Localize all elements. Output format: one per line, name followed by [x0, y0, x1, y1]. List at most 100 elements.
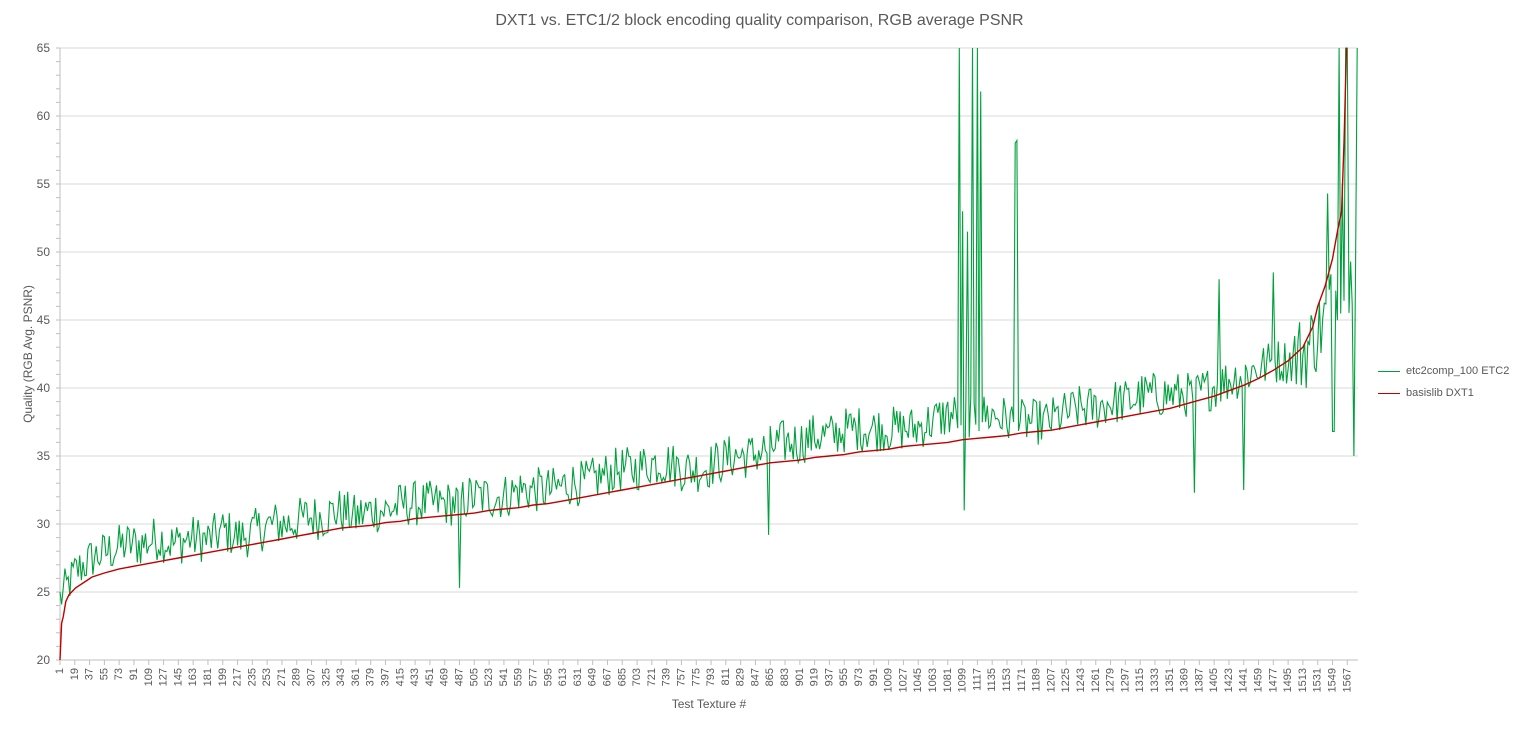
x-tick-label: 1117: [971, 668, 983, 691]
x-tick-label: 523: [483, 668, 495, 686]
series-layer: [59, 47, 1358, 661]
x-tick-label: 577: [527, 668, 539, 686]
x-tick-label: 865: [764, 668, 776, 686]
x-tick-label: 1027: [897, 668, 909, 692]
x-tick-label: 685: [616, 668, 628, 686]
x-tick-label: 1333: [1149, 668, 1161, 692]
x-tick-label: 1261: [1090, 668, 1102, 692]
x-tick-label: 1567: [1341, 668, 1353, 692]
legend-item-basislib: basislib DXT1: [1378, 382, 1509, 404]
y-tick-label: 20: [37, 653, 51, 667]
x-tick-label: 415: [394, 668, 406, 686]
x-tick-label: 1531: [1312, 668, 1324, 692]
x-tick-label: 1171: [1016, 668, 1028, 692]
x-tick-label: 937: [823, 668, 835, 686]
x-tick-label: 73: [113, 668, 125, 680]
legend-swatch-etc2comp: [1378, 370, 1400, 372]
x-tick-label: 1405: [1208, 668, 1220, 692]
x-tick-label: 847: [749, 668, 761, 686]
x-tick-label: 1513: [1297, 668, 1309, 692]
x-tick-label: 1243: [1075, 668, 1087, 692]
x-tick-label: 1009: [883, 668, 895, 692]
gridlines: [60, 47, 1358, 661]
x-axis-ticks: 1 19 37 55 73 91 109 127 145 163 181 199 217 235 253 27…: [54, 659, 1358, 692]
x-tick-label: 127: [158, 668, 170, 686]
x-tick-label: 829: [735, 668, 747, 686]
x-tick-label: 1351: [1164, 668, 1176, 692]
x-tick-label: 667: [601, 668, 613, 686]
x-tick-label: 397: [380, 668, 392, 686]
series-line-basislib: [59, 47, 1348, 661]
x-tick-label: 1045: [912, 668, 924, 692]
x-tick-label: 1081: [942, 668, 954, 692]
x-tick-label: 919: [809, 668, 821, 686]
x-tick-label: 973: [853, 668, 865, 686]
x-tick-label: 235: [246, 668, 258, 686]
x-tick-label: 1207: [1045, 668, 1057, 692]
x-tick-label: 1279: [1105, 668, 1117, 692]
y-tick-label: 25: [37, 585, 51, 599]
x-tick-label: 451: [424, 668, 436, 686]
x-tick-label: 343: [335, 668, 347, 686]
x-tick-label: 703: [631, 668, 643, 686]
x-tick-label: 757: [675, 668, 687, 686]
x-tick-label: 1135: [986, 668, 998, 692]
x-tick-label: 559: [513, 668, 525, 686]
x-tick-label: 199: [217, 668, 229, 686]
y-tick-label: 45: [37, 313, 51, 327]
legend: etc2comp_100 ETC2 basislib DXT1: [1378, 360, 1509, 404]
x-tick-label: 1495: [1282, 668, 1294, 692]
x-tick-label: 739: [661, 668, 673, 686]
x-tick-label: 1297: [1119, 668, 1131, 692]
chart-title: DXT1 vs. ETC1/2 block encoding quality c…: [495, 12, 1024, 29]
x-tick-label: 793: [705, 668, 717, 686]
x-tick-label: 145: [172, 668, 184, 686]
y-axis-label: Quality (RGB Avg. PSNR): [21, 285, 35, 423]
x-tick-label: 955: [838, 668, 850, 686]
x-tick-label: 631: [572, 668, 584, 686]
y-tick-label: 35: [37, 449, 51, 463]
x-tick-label: 271: [276, 668, 288, 686]
x-tick-label: 721: [646, 668, 658, 686]
x-tick-label: 487: [454, 668, 466, 686]
series-line-etc2comp: [59, 47, 1358, 605]
x-tick-label: 55: [98, 668, 110, 680]
x-tick-label: 433: [409, 668, 421, 686]
x-tick-label: 1441: [1238, 668, 1250, 692]
x-tick-label: 181: [202, 668, 214, 686]
x-tick-label: 37: [84, 668, 96, 680]
x-tick-label: 1315: [1134, 668, 1146, 692]
y-tick-label: 30: [37, 517, 51, 531]
x-tick-label: 1225: [1060, 668, 1072, 692]
x-tick-label: 1549: [1327, 668, 1339, 692]
x-tick-label: 325: [320, 668, 332, 686]
x-tick-label: 649: [587, 668, 599, 686]
x-tick-label: 595: [542, 668, 554, 686]
x-tick-label: 1153: [1001, 668, 1013, 692]
x-tick-label: 1423: [1223, 668, 1235, 692]
y-tick-label: 50: [37, 245, 51, 259]
y-tick-label: 60: [37, 109, 51, 123]
x-tick-label: 1063: [927, 668, 939, 692]
x-tick-label: 1189: [1031, 668, 1043, 692]
x-tick-label: 469: [439, 668, 451, 686]
x-tick-label: 19: [69, 668, 81, 680]
x-tick-label: 217: [232, 668, 244, 686]
x-tick-label: 901: [794, 668, 806, 686]
x-tick-label: 883: [779, 668, 791, 686]
x-tick-label: 253: [261, 668, 273, 686]
x-tick-label: 109: [143, 668, 155, 686]
x-tick-label: 991: [868, 668, 880, 686]
y-axis-ticks: 20 25 30 35 40 45 50 55 60 65: [37, 41, 61, 667]
y-tick-label: 65: [37, 41, 51, 55]
x-tick-label: 1369: [1179, 668, 1191, 692]
x-tick-label: 1099: [957, 668, 969, 692]
x-tick-label: 361: [350, 668, 362, 686]
x-tick-label: 541: [498, 668, 510, 686]
x-tick-label: 91: [128, 668, 140, 680]
y-tick-label: 40: [37, 381, 51, 395]
x-tick-label: 289: [291, 668, 303, 686]
y-tick-label: 55: [37, 177, 51, 191]
